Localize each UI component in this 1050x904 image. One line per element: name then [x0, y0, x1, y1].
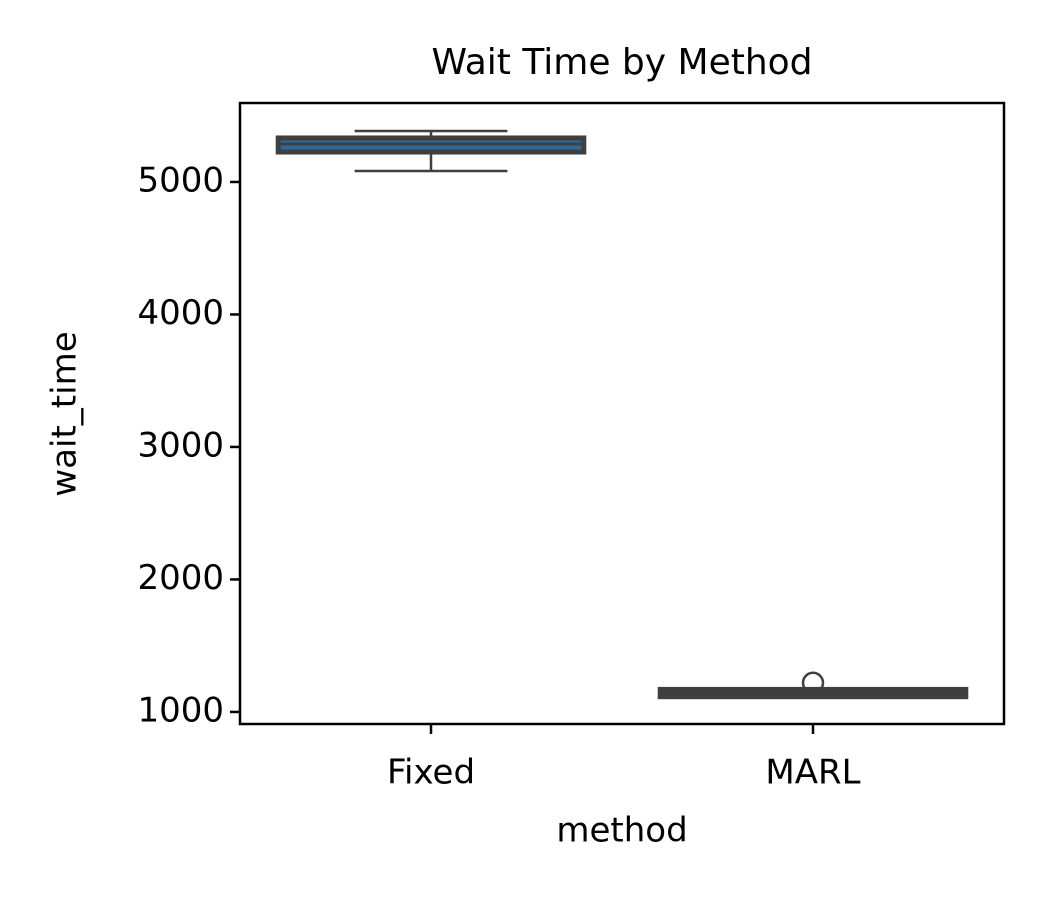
plot-frame: [238, 101, 1006, 726]
y-tick-label: 1000: [137, 690, 224, 730]
y-tick-label: 3000: [137, 425, 224, 465]
x-tick-label: Fixed: [387, 753, 475, 793]
x-tick-label: MARL: [765, 753, 860, 793]
y-tick-label: 2000: [137, 558, 224, 598]
y-tick-label: 5000: [137, 160, 224, 200]
x-axis-label: method: [556, 811, 687, 851]
outlier: [801, 671, 825, 695]
y-tick-label: 4000: [137, 293, 224, 333]
y-axis-label: wait_time: [45, 331, 85, 496]
chart-title: Wait Time by Method: [431, 42, 812, 83]
